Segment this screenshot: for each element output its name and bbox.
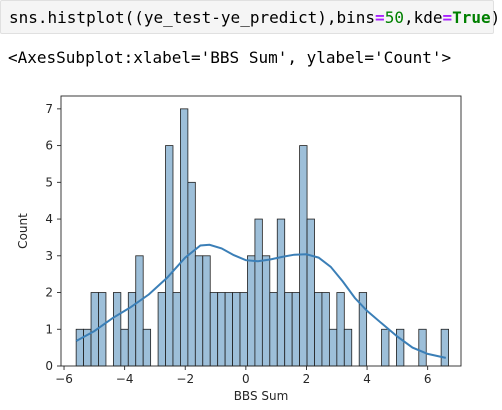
histogram-bar [440, 328, 449, 367]
histogram-bar [224, 292, 233, 367]
output-repr: <AxesSubplot:xlabel='BBS Sum', ylabel='C… [8, 48, 452, 67]
y-tick-label: 2 [45, 286, 53, 300]
histogram-bar [98, 292, 107, 367]
histogram-bar [157, 292, 166, 367]
x-tick-label: −6 [55, 372, 73, 386]
y-tick-label: 7 [45, 102, 53, 116]
histogram-bar [239, 292, 248, 367]
histogram-bar [180, 108, 189, 367]
code-prefix: sns.histplot((ye_test-ye_predict),bins [9, 8, 376, 27]
axes-frame [60, 95, 462, 367]
y-tick-label: 3 [45, 249, 53, 263]
histogram-bar [291, 292, 301, 367]
y-axis-label: Count [16, 213, 30, 249]
x-tick-label: 2 [303, 372, 311, 386]
histogram-bar [328, 328, 338, 367]
histogram-bar [343, 328, 353, 367]
histogram-bar [217, 292, 226, 367]
x-tick-label: −2 [176, 372, 194, 386]
x-axis-ticks: −6 −4 −2 0 2 4 6 [55, 366, 431, 386]
code-suffix: ) [490, 8, 501, 27]
histogram-bar [321, 292, 330, 367]
histogram-bar [202, 255, 211, 367]
code-equals-operator: = [375, 8, 385, 27]
code-kde-keyword: ,kde [403, 8, 443, 27]
histogram-bar [418, 328, 427, 367]
kde-curve [75, 243, 447, 359]
histogram-bar [396, 328, 405, 367]
x-tick-label: 6 [424, 372, 432, 386]
histogram-bar [336, 292, 345, 367]
code-kde-value: True [452, 8, 491, 27]
x-tick-label: 0 [242, 372, 250, 386]
histogram-bar [299, 145, 308, 367]
histogram-bar [306, 218, 315, 367]
y-tick-label: 5 [45, 175, 53, 189]
code-cell[interactable]: sns.histplot((ye_test-ye_predict),bins=5… [0, 0, 500, 34]
histogram-bar [261, 255, 271, 367]
y-tick-label: 6 [45, 139, 53, 153]
histogram-bar [112, 292, 122, 367]
histogram-bar [269, 292, 278, 367]
y-tick-label: 1 [45, 322, 53, 336]
histogram-bar [135, 255, 144, 367]
histogram-bars [75, 108, 449, 367]
histogram-bar [232, 292, 241, 367]
code-bins-value: 50 [384, 8, 404, 27]
histogram-bar [314, 292, 323, 367]
histogram-bar [209, 292, 219, 367]
x-tick-label: −4 [116, 372, 134, 386]
histogram-bar [120, 328, 129, 367]
histogram-bar [187, 181, 196, 367]
histogram-bar [247, 255, 256, 367]
x-axis-label: BBS Sum [234, 389, 289, 403]
y-tick-label: 4 [45, 212, 53, 226]
histogram-bar [165, 145, 174, 367]
histogram-bar [194, 255, 204, 367]
x-tick-label: 4 [363, 372, 371, 386]
histogram-bar [276, 218, 286, 367]
histogram-bar [75, 328, 84, 367]
code-equals-operator-2: = [442, 8, 453, 27]
y-axis-ticks: 0 1 2 3 4 5 6 7 [45, 102, 61, 373]
histogram-bar [381, 328, 390, 367]
histogram-bar [142, 328, 152, 367]
histogram-bar [254, 218, 263, 367]
histogram-bar [284, 292, 293, 367]
histogram-bar [172, 292, 181, 367]
y-tick-label: 0 [45, 359, 53, 373]
